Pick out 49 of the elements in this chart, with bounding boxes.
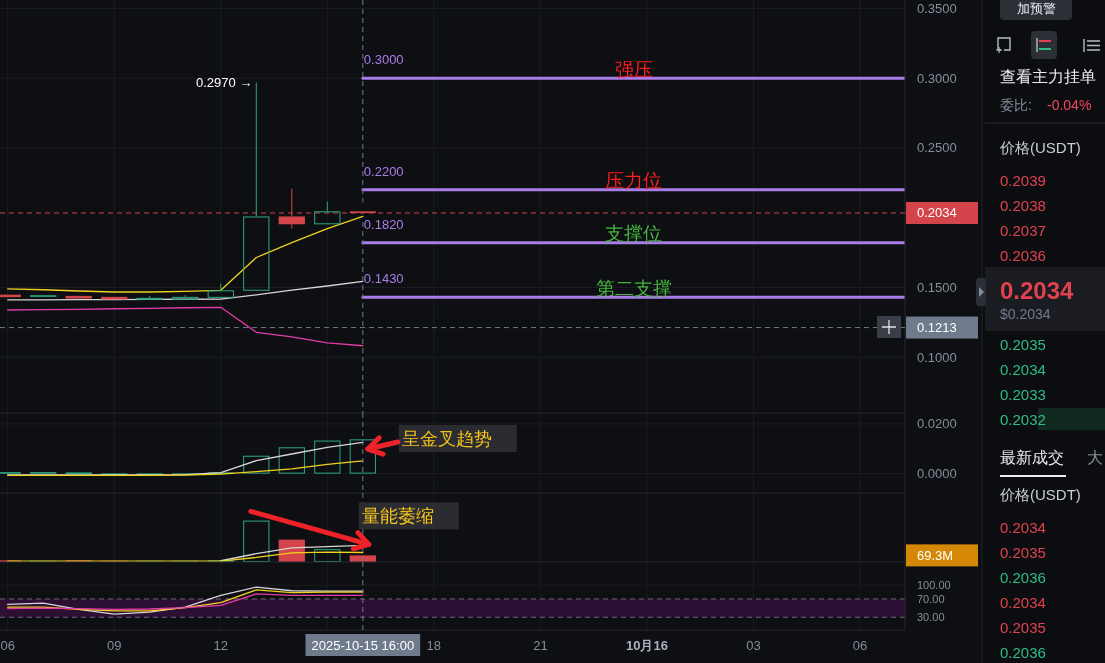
x-tick-label: 06 (852, 637, 868, 653)
x-tick-label: 18 (426, 637, 442, 653)
y-tick-label: 0.2034 (1000, 360, 1046, 378)
y-tick-label: 30.00 (917, 611, 945, 624)
y-tick-label: 70.00 (917, 592, 945, 605)
y-tick-label: 0.3500 (917, 0, 957, 16)
ref-line-label: 2025-10-15 16:00 (311, 637, 415, 653)
y-tick-label: 0.2039 (1000, 171, 1046, 189)
text: 69.3M (917, 547, 954, 563)
y-tick-label: 0.0200 (917, 416, 957, 432)
y-tick-label: 0.0000 (917, 466, 957, 482)
y-tick-label: 0.2035 (1000, 335, 1046, 353)
x-tick-label: 03 (746, 637, 761, 653)
text: 委比: (1000, 97, 1032, 113)
x-tick-label: 09 (107, 637, 122, 653)
series-label: 支撑位 (605, 223, 663, 245)
y-tick-label: 0.1000 (917, 349, 957, 365)
annotation: 0.2970 → (195, 74, 253, 90)
text: 最新成交 (1000, 448, 1064, 466)
y-tick-label: 0.2032 (1000, 410, 1046, 428)
data-label: 0.2200 (363, 163, 404, 179)
text: 加预警 (1016, 0, 1056, 16)
y-tick-label: 0.3000 (917, 70, 957, 86)
x-tick-label: 10月16 (625, 637, 668, 653)
annotation: $0.2034 (1000, 306, 1051, 322)
text: 价格(USDT) (999, 485, 1081, 503)
x-tick-label: 21 (533, 637, 548, 653)
series-label: 第二支撑 (595, 277, 672, 299)
annotation: 呈金叉趋势 (401, 428, 492, 449)
series-label: 压力位 (605, 170, 663, 192)
text: -0.04% (1047, 97, 1092, 113)
data-label: 0.1430 (363, 271, 404, 287)
y-tick-label: 0.2500 (917, 140, 957, 156)
data-label: 0.1820 (363, 216, 404, 232)
y-tick-label: 0.2033 (1000, 385, 1046, 403)
series-label: 强压 (614, 58, 653, 80)
y-tick-label: 0.2037 (1000, 221, 1046, 239)
y-tick-label: 100.00 (917, 579, 951, 592)
y-tick-label: 0.2038 (1000, 196, 1046, 214)
text: 大 (1087, 448, 1103, 466)
text: 查看主力挂单 (1000, 67, 1096, 85)
y-tick-label: 0.2036 (1000, 246, 1046, 264)
data-label: 0.3000 (363, 52, 404, 68)
x-tick-label: 06 (0, 637, 15, 653)
x-tick-label: 12 (213, 637, 229, 653)
ref-line-label: 0.1213 (917, 320, 957, 336)
text: 价格(USDT) (999, 138, 1081, 156)
y-tick-label: 0.1500 (917, 280, 957, 296)
annotation: 量能萎缩 (361, 505, 434, 526)
